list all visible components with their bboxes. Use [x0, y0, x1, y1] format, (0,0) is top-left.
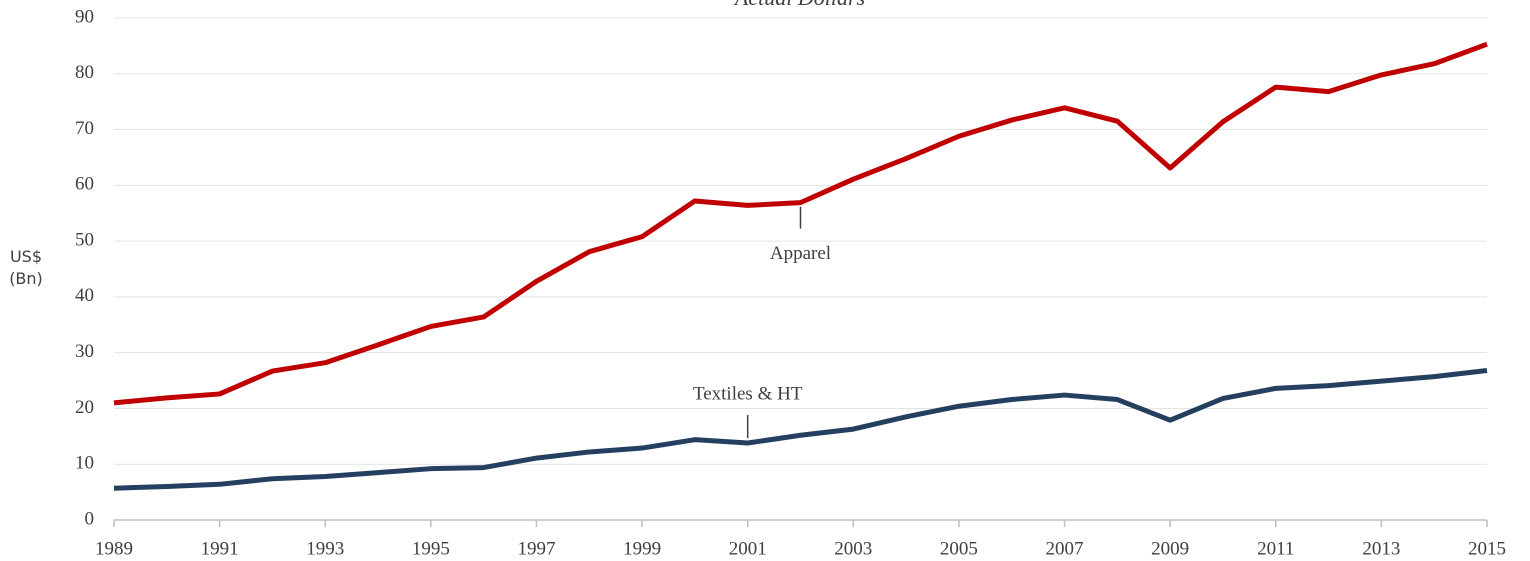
x-tick-label: 1991	[201, 538, 239, 559]
x-tick-label: 2007	[1046, 538, 1084, 559]
x-tick-label: 1999	[623, 538, 661, 559]
x-tick-label: 1995	[412, 538, 450, 559]
x-tick-label: 2009	[1151, 538, 1189, 559]
x-tick-label: 2005	[940, 538, 978, 559]
y-tick-label: 60	[75, 174, 94, 195]
x-tick-label: 1997	[517, 538, 555, 559]
y-tick-label: 40	[75, 285, 94, 306]
line-series	[113, 41, 1488, 406]
x-tick-label: 2013	[1362, 538, 1400, 559]
x-tick-label: 1993	[306, 538, 344, 559]
y-tick-label: 30	[75, 341, 94, 362]
y-tick-label: 0	[85, 508, 95, 529]
x-tick-label: 2015	[1468, 538, 1506, 559]
y-tick-label: 10	[75, 453, 94, 474]
annotation: Textiles & HT	[693, 383, 803, 404]
y-tick-label: 50	[75, 229, 94, 250]
y-axis-label: US$ (Bn)	[9, 247, 43, 288]
line-series	[113, 368, 1488, 491]
annotation: Apparel	[770, 243, 831, 264]
y-tick-label: 80	[75, 62, 94, 83]
y-tick-label: 70	[75, 118, 94, 139]
x-tick-label: 1989	[95, 538, 133, 559]
x-tick-label: 2003	[834, 538, 872, 559]
x-tick-label: 2001	[729, 538, 767, 559]
chart-title: Actual Dollars	[733, 0, 865, 10]
x-tick-label: 2011	[1257, 538, 1294, 559]
y-tick-label: 90	[75, 6, 94, 27]
y-tick-label: 20	[75, 397, 94, 418]
